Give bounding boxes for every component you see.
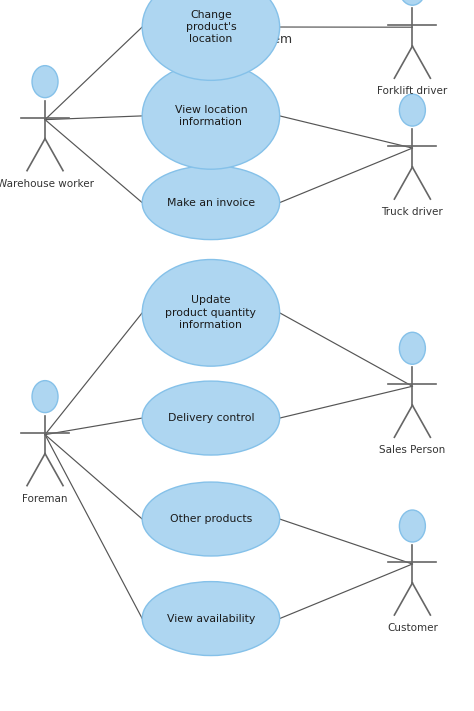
Ellipse shape (142, 582, 280, 656)
Ellipse shape (400, 332, 425, 364)
Ellipse shape (32, 65, 58, 97)
Ellipse shape (142, 381, 280, 455)
Ellipse shape (142, 166, 280, 240)
Ellipse shape (32, 380, 58, 412)
Ellipse shape (400, 510, 425, 542)
Ellipse shape (400, 0, 425, 5)
Ellipse shape (142, 63, 280, 169)
Text: View availability: View availability (167, 614, 255, 624)
Text: Other products: Other products (170, 514, 252, 524)
Ellipse shape (142, 260, 280, 366)
Text: Inventory System: Inventory System (182, 33, 292, 46)
Text: Foreman: Foreman (22, 493, 68, 503)
Text: Forklift driver: Forklift driver (377, 86, 447, 96)
Text: Delivery control: Delivery control (168, 413, 254, 423)
Ellipse shape (142, 482, 280, 556)
Ellipse shape (142, 0, 280, 80)
Text: Make an invoice: Make an invoice (167, 198, 255, 208)
Text: Truck driver: Truck driver (382, 207, 443, 217)
Text: View location
information: View location information (174, 105, 247, 127)
Text: Warehouse worker: Warehouse worker (0, 178, 93, 188)
Text: Customer: Customer (387, 623, 438, 633)
Text: Change
product's
location: Change product's location (186, 10, 236, 44)
Ellipse shape (400, 94, 425, 126)
Text: Update
product quantity
information: Update product quantity information (165, 296, 256, 330)
Text: Sales Person: Sales Person (379, 445, 446, 455)
